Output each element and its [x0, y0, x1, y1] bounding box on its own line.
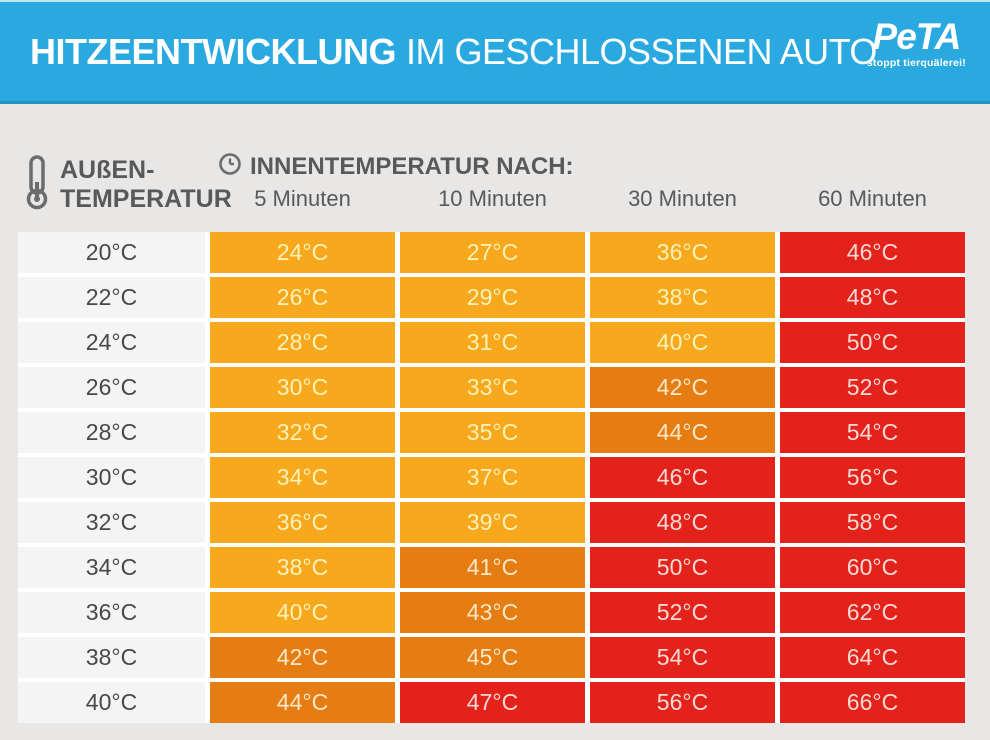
inner-temp-cell: 56°C [590, 682, 775, 723]
inner-temp-cell: 44°C [210, 682, 395, 723]
inner-temp-cell: 42°C [210, 637, 395, 678]
outside-temp-cell: 24°C [18, 322, 205, 363]
inner-temp-cell: 40°C [590, 322, 775, 363]
minute-column-labels: 5 Minuten 10 Minuten 30 Minuten 60 Minut… [210, 186, 965, 212]
inner-temp-cell: 58°C [780, 502, 965, 543]
inner-temp-cell: 26°C [210, 277, 395, 318]
inner-temp-cell: 54°C [590, 637, 775, 678]
inner-temp-cell: 35°C [400, 412, 585, 453]
outside-temp-cell: 20°C [18, 232, 205, 273]
inner-temp-cell: 60°C [780, 547, 965, 588]
inner-temp-cell: 32°C [210, 412, 395, 453]
header-banner: HITZEENTWICKLUNG IM GESCHLOSSENEN AUTO Pe… [0, 0, 990, 104]
inner-temp-cell: 29°C [400, 277, 585, 318]
inner-temperature-header: INNENTEMPERATUR NACH: [218, 152, 574, 181]
inner-temperature-title: INNENTEMPERATUR NACH: [250, 152, 574, 180]
outside-temp-cell: 32°C [18, 502, 205, 543]
outside-temp-cell: 34°C [18, 547, 205, 588]
inner-temp-cell: 34°C [210, 457, 395, 498]
inner-temp-cell: 43°C [400, 592, 585, 633]
page-title-regular: IM GESCHLOSSENEN AUTO [405, 30, 877, 72]
column-label-5min: 5 Minuten [254, 186, 351, 211]
peta-logo-wordmark: PeTA [872, 16, 962, 57]
outside-temp-cell: 36°C [18, 592, 205, 633]
inner-temp-cell: 33°C [400, 367, 585, 408]
inner-temp-cell: 50°C [780, 322, 965, 363]
heat-table: 20°C 24°C 27°C 36°C 46°C 22°C 26°C 29°C 38°C 48°C… [18, 232, 965, 723]
inner-temp-cell: 52°C [590, 592, 775, 633]
column-label-30min: 30 Minuten [628, 186, 737, 211]
inner-temp-cell: 54°C [780, 412, 965, 453]
outside-temp-cell: 30°C [18, 457, 205, 498]
outside-temp-cell: 28°C [18, 412, 205, 453]
outside-temperature-label: AUßEN- TEMPERATUR [60, 156, 232, 214]
outside-temp-cell: 22°C [18, 277, 205, 318]
inner-temp-cell: 48°C [590, 502, 775, 543]
outside-temperature-label-line1: AUßEN- [60, 155, 155, 184]
inner-temp-cell: 42°C [590, 367, 775, 408]
inner-temp-cell: 37°C [400, 457, 585, 498]
column-label-10min: 10 Minuten [438, 186, 547, 211]
inner-temp-cell: 47°C [400, 682, 585, 723]
peta-logo-tagline: stoppt tierquälerei! [866, 57, 966, 69]
inner-temp-cell: 30°C [210, 367, 395, 408]
inner-temp-cell: 38°C [590, 277, 775, 318]
page-title-bold: HITZEENTWICKLUNG [30, 30, 396, 72]
inner-temp-cell: 40°C [210, 592, 395, 633]
inner-temp-cell: 24°C [210, 232, 395, 273]
inner-temp-cell: 45°C [400, 637, 585, 678]
thermometer-icon [24, 154, 50, 215]
inner-temp-cell: 36°C [210, 502, 395, 543]
inner-temp-cell: 62°C [780, 592, 965, 633]
inner-temp-cell: 48°C [780, 277, 965, 318]
inner-temp-cell: 36°C [590, 232, 775, 273]
outside-temperature-label-line2: TEMPERATUR [60, 184, 232, 213]
outside-temp-cell: 38°C [18, 637, 205, 678]
inner-temp-cell: 38°C [210, 547, 395, 588]
peta-logo: PeTA stoppt tierquälerei! [866, 16, 966, 70]
inner-temp-cell: 31°C [400, 322, 585, 363]
inner-temp-cell: 44°C [590, 412, 775, 453]
inner-temp-cell: 46°C [780, 232, 965, 273]
clock-icon [218, 152, 242, 181]
page-title: HITZEENTWICKLUNG IM GESCHLOSSENEN AUTO [30, 31, 877, 73]
inner-temp-cell: 39°C [400, 502, 585, 543]
inner-temp-cell: 27°C [400, 232, 585, 273]
inner-temp-cell: 52°C [780, 367, 965, 408]
inner-temp-cell: 56°C [780, 457, 965, 498]
column-label-60min: 60 Minuten [818, 186, 927, 211]
outside-temp-cell: 40°C [18, 682, 205, 723]
inner-temp-cell: 46°C [590, 457, 775, 498]
outside-temperature-header: AUßEN- TEMPERATUR [24, 154, 232, 215]
outside-temp-cell: 26°C [18, 367, 205, 408]
inner-temp-cell: 66°C [780, 682, 965, 723]
inner-temp-cell: 41°C [400, 547, 585, 588]
table-header: AUßEN- TEMPERATUR INNENTEMPERATUR NACH: … [18, 150, 965, 228]
inner-temp-cell: 64°C [780, 637, 965, 678]
inner-temp-cell: 28°C [210, 322, 395, 363]
inner-temp-cell: 50°C [590, 547, 775, 588]
